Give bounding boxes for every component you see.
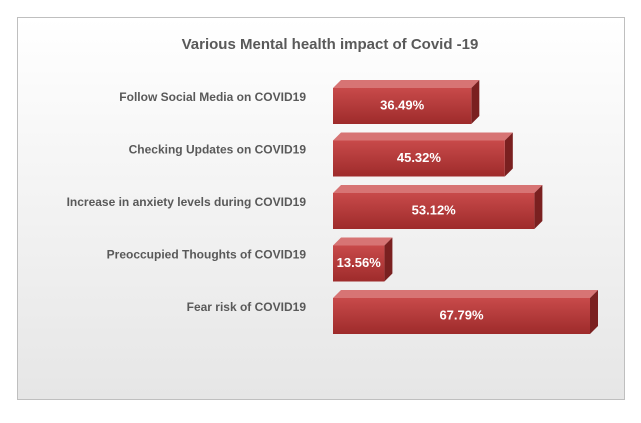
bar-side (384, 237, 393, 282)
bar-side (471, 80, 480, 124)
category-label: Increase in anxiety levels during COVID1… (67, 195, 307, 209)
value-label: 13.56% (337, 255, 382, 270)
bar-side (504, 132, 513, 177)
bar-top (333, 132, 513, 141)
bar-top (333, 80, 480, 88)
chart-title: Various Mental health impact of Covid -1… (182, 36, 479, 53)
bar-side (590, 290, 598, 334)
value-label: 45.32% (397, 150, 442, 165)
bar-side (534, 185, 543, 229)
bar-front (333, 88, 472, 124)
value-label: 36.49% (380, 97, 425, 112)
value-label: 67.79% (439, 307, 484, 322)
bar (333, 290, 598, 334)
bar-front (333, 298, 590, 334)
category-label: Follow Social Media on COVID19 (119, 90, 306, 104)
category-label: Fear risk of COVID19 (187, 300, 307, 314)
bar-front (333, 193, 535, 229)
bar-front (333, 140, 505, 177)
bar (333, 237, 393, 282)
bar (333, 132, 513, 177)
value-label: 53.12% (412, 202, 457, 217)
bar-top (333, 237, 393, 246)
bar-top (333, 185, 543, 193)
category-label: Preoccupied Thoughts of COVID19 (107, 248, 307, 262)
bar-top (333, 290, 598, 298)
bar-front (333, 245, 385, 282)
bar (333, 80, 480, 124)
bar (333, 185, 543, 229)
category-label: Checking Updates on COVID19 (129, 143, 307, 157)
